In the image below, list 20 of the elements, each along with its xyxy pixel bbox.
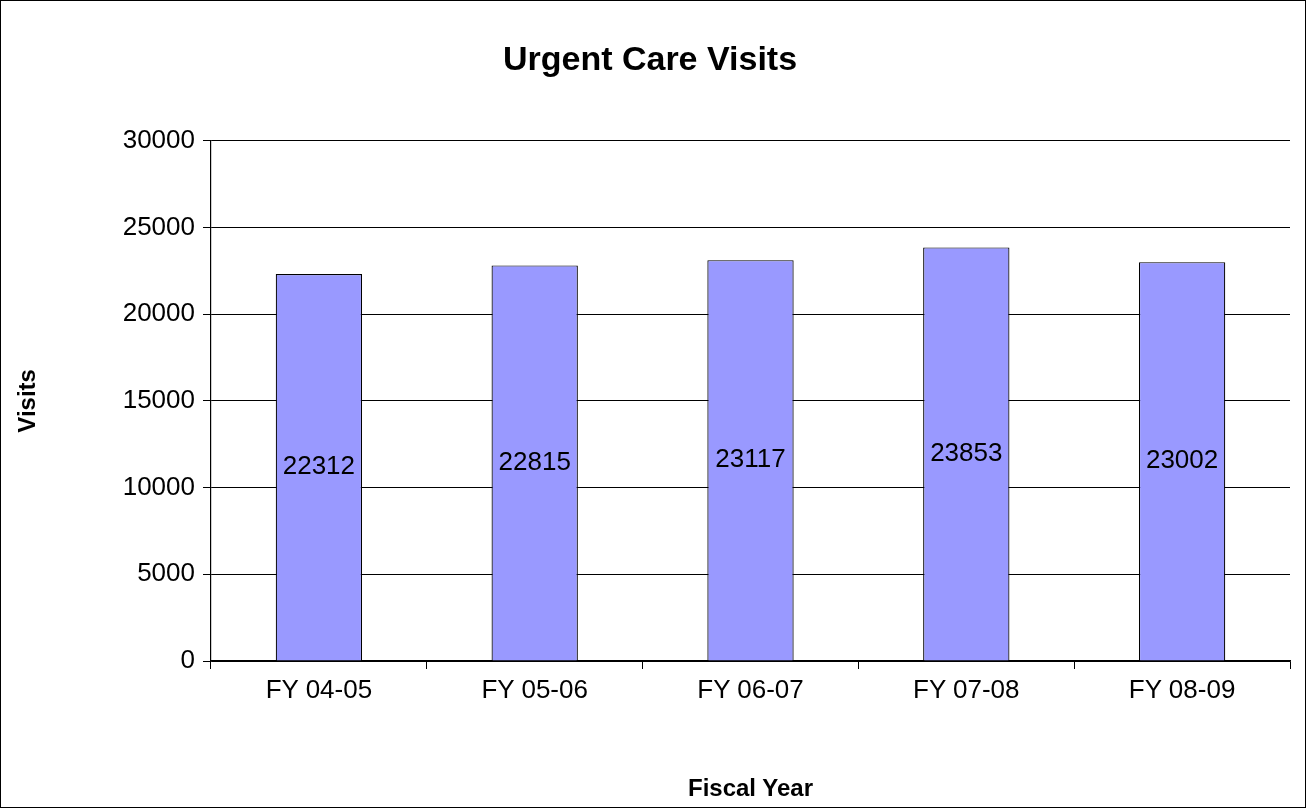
- y-tick-label: 15000: [122, 384, 195, 415]
- data-label: 23002: [1145, 444, 1219, 475]
- x-tick-label: FY 06-07: [697, 673, 804, 704]
- data-label: 22815: [498, 446, 571, 477]
- data-label: 23853: [930, 437, 1003, 468]
- y-tick-label: 30000: [122, 123, 195, 154]
- y-tick-label: 20000: [122, 297, 195, 328]
- y-tick-label: 10000: [122, 470, 195, 501]
- y-tick-label: 5000: [137, 557, 195, 588]
- chart-title: Urgent Care Visits: [502, 38, 798, 77]
- y-tick-label: 25000: [122, 210, 195, 241]
- data-label: 23117: [715, 443, 786, 474]
- x-tick-label: FY 05-06: [481, 673, 588, 704]
- y-axis-title: Visits: [13, 369, 41, 433]
- x-axis-title: Fiscal Year: [688, 774, 813, 802]
- y-tick-label: 0: [180, 644, 195, 675]
- x-tick-label: FY 08-09: [1128, 673, 1236, 704]
- x-tick-label: FY 07-08: [913, 673, 1020, 704]
- data-label: 22312: [282, 450, 356, 481]
- x-tick-label: FY 04-05: [265, 673, 373, 704]
